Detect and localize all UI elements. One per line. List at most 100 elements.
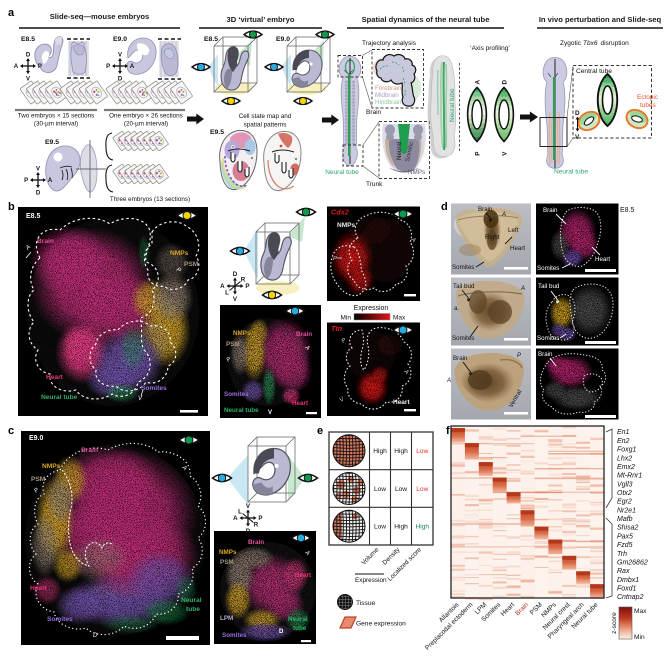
svg-text:PSM: PSM (220, 559, 234, 566)
svg-text:Low: Low (416, 448, 428, 455)
svg-text:Tbx6: Tbx6 (583, 40, 598, 47)
svg-text:P: P (106, 64, 110, 70)
svg-text:V: V (339, 396, 347, 404)
svg-text:Expression: Expression (355, 577, 387, 584)
svg-text:P: P (24, 178, 28, 184)
svg-text:Cell state map and: Cell state map and (239, 113, 292, 120)
svg-text:High: High (416, 523, 430, 530)
svg-text:3D ‘virtual’ embryo: 3D ‘virtual’ embryo (227, 15, 295, 24)
svg-text:One embryo × 26 sections: One embryo × 26 sections (109, 113, 183, 120)
svg-text:NMPs: NMPs (219, 549, 237, 556)
svg-text:Zygotic: Zygotic (560, 40, 582, 47)
svg-text:d: d (441, 201, 448, 213)
svg-text:E8.5: E8.5 (620, 207, 635, 214)
svg-text:V: V (26, 77, 30, 83)
svg-text:A: A (24, 244, 32, 252)
svg-text:D: D (36, 191, 41, 197)
svg-text:Max: Max (634, 608, 647, 615)
svg-text:Tail bud: Tail bud (453, 283, 475, 290)
svg-text:R: R (254, 522, 259, 529)
svg-text:P: P (38, 64, 42, 70)
svg-text:Heart: Heart (595, 256, 610, 263)
svg-text:D: D (502, 80, 509, 85)
svg-text:P: P (175, 267, 182, 274)
svg-text:Heart: Heart (393, 399, 410, 406)
svg-text:Neural: Neural (288, 616, 308, 623)
svg-text:En2: En2 (617, 438, 630, 445)
svg-text:P: P (341, 337, 348, 344)
svg-text:Neural tube: Neural tube (554, 169, 588, 176)
svg-text:Brain: Brain (538, 351, 553, 358)
svg-text:Neural tube: Neural tube (325, 169, 359, 176)
svg-text:Mafb: Mafb (617, 516, 633, 523)
svg-text:Somites: Somites (537, 335, 559, 342)
svg-text:Trunk: Trunk (366, 181, 383, 188)
svg-text:Right: Right (485, 234, 500, 241)
svg-text:disruption: disruption (601, 40, 630, 47)
svg-text:V: V (575, 134, 580, 141)
svg-text:Brain: Brain (296, 331, 312, 338)
svg-text:P: P (333, 256, 337, 262)
svg-text:A: A (402, 368, 410, 376)
svg-text:NMPs: NMPs (233, 330, 251, 337)
svg-text:P: P (517, 353, 521, 359)
svg-text:tubes: tubes (640, 102, 656, 109)
svg-text:Somites: Somites (47, 616, 73, 623)
svg-text:E9.0: E9.0 (29, 435, 44, 442)
svg-text:Rax: Rax (617, 568, 630, 575)
svg-text:Shisa2: Shisa2 (617, 525, 639, 532)
svg-text:Low: Low (374, 523, 386, 530)
svg-text:Density: Density (381, 546, 402, 567)
svg-text:P: P (226, 356, 233, 363)
svg-text:A: A (520, 286, 525, 292)
svg-text:Lhx2: Lhx2 (617, 455, 632, 462)
svg-text:Ttn: Ttn (331, 324, 343, 333)
svg-text:A: A (220, 283, 225, 290)
svg-text:Max: Max (393, 315, 406, 322)
svg-text:Somites: Somites (222, 632, 247, 639)
svg-text:A: A (501, 212, 506, 218)
svg-text:Foxg1: Foxg1 (617, 447, 637, 454)
svg-text:A: A (475, 80, 482, 85)
svg-text:Volume: Volume (360, 546, 380, 566)
svg-text:Cdx2: Cdx2 (331, 208, 349, 217)
svg-text:A: A (303, 344, 311, 352)
svg-text:Tail bud: Tail bud (538, 283, 560, 290)
svg-text:PSM: PSM (31, 476, 46, 483)
svg-text:Pax5: Pax5 (617, 533, 633, 540)
svg-text:A: A (130, 64, 135, 70)
svg-text:Otx2: Otx2 (617, 490, 632, 497)
svg-text:Heart: Heart (30, 585, 48, 592)
svg-text:LPM: LPM (220, 615, 233, 622)
svg-text:Neural tube: Neural tube (41, 394, 78, 401)
svg-text:‘Axis profiling’: ‘Axis profiling’ (470, 45, 510, 52)
svg-text:High: High (373, 448, 387, 455)
svg-text:High: High (394, 448, 408, 455)
svg-text:P: P (475, 152, 482, 156)
svg-text:Min: Min (634, 634, 645, 641)
svg-text:Forebrain: Forebrain (375, 85, 402, 92)
svg-text:A: A (180, 464, 188, 472)
svg-text:Low: Low (395, 486, 407, 493)
svg-text:Fzd5: Fzd5 (617, 542, 633, 549)
svg-text:Cntnap2: Cntnap2 (617, 594, 644, 601)
svg-text:Expression: Expression (354, 305, 389, 312)
svg-text:Two embryos × 15 sections: Two embryos × 15 sections (18, 113, 94, 120)
svg-text:V: V (36, 166, 40, 172)
svg-text:D: D (233, 271, 238, 278)
svg-text:Somitic: Somitic (404, 141, 415, 162)
svg-text:Brain: Brain (514, 601, 530, 617)
svg-text:PSM: PSM (226, 341, 240, 348)
svg-text:D: D (93, 633, 98, 639)
svg-text:Tissue: Tissue (356, 600, 376, 607)
svg-text:P: P (33, 487, 40, 494)
svg-text:NMPs: NMPs (170, 250, 189, 257)
svg-text:D: D (118, 77, 123, 83)
svg-text:Trh: Trh (617, 551, 627, 558)
svg-text:(30-µm interval): (30-µm interval) (34, 121, 78, 128)
svg-text:Neural tube: Neural tube (224, 407, 259, 414)
svg-text:e: e (317, 425, 323, 437)
svg-text:Min: Min (341, 315, 352, 322)
svg-text:D: D (575, 110, 580, 117)
svg-text:Somites: Somites (224, 391, 249, 398)
